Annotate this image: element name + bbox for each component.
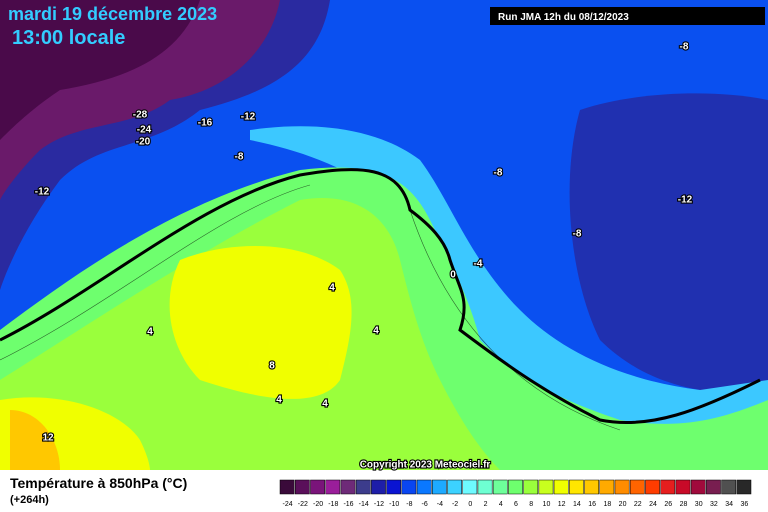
hot-south — [10, 410, 60, 470]
colorbar-label: 14 — [573, 501, 581, 508]
run-box — [490, 7, 765, 25]
contour-label: 8 — [269, 361, 275, 372]
colorbar-label: 12 — [558, 501, 566, 508]
colorbar-swatch — [401, 479, 417, 495]
contour-label: 4 — [147, 327, 153, 338]
colorbar-swatch — [523, 479, 539, 495]
colorbar-swatch — [447, 479, 462, 495]
colorbar-label: 36 — [740, 501, 748, 508]
colorbar-swatch — [325, 479, 341, 495]
map: -28 -24-20 -16 -12 -8 -12 -8 -8 -12 -8 -4 0 4 4 4 8 4 4 12… — [0, 0, 768, 472]
colorbar-swatch — [386, 479, 402, 495]
colorbar-label: 16 — [588, 501, 596, 508]
colorbar-label: 0 — [468, 501, 472, 508]
contour-labels: -28 -24-20 -16 -12 -8 -12 -8 -8 -12 -8 -4 0 4 4 4 8 4 4 12 — [34, 41, 694, 445]
zero-isotherm — [0, 168, 761, 425]
colorbar-label: -20 — [313, 501, 323, 508]
colorbar-label: -14 — [359, 501, 369, 508]
colorbar-label: 10 — [543, 501, 551, 508]
colorbar-swatch — [584, 479, 599, 495]
colorbar-swatch — [660, 479, 676, 495]
contour-label: 4 — [276, 395, 282, 406]
contour-label: -12 — [35, 187, 50, 198]
colorbar-swatch — [508, 479, 523, 495]
colorbar-swatch — [599, 479, 615, 495]
copyright: Copyright 2023 Meteociel.fr — [360, 460, 491, 471]
colorbar-swatch — [492, 479, 508, 495]
colorbar-swatch — [706, 479, 721, 495]
colorbar-label: 34 — [725, 501, 733, 508]
contour-label: -24 — [137, 125, 152, 136]
cyan-band — [250, 126, 768, 470]
colorbar-swatch — [675, 479, 691, 495]
colorbar-swatch — [736, 479, 752, 495]
warm-core — [169, 246, 352, 399]
colorbar-label: 26 — [664, 501, 672, 508]
colorbar-label: 22 — [634, 501, 642, 508]
colorbar-label: 18 — [603, 501, 611, 508]
legend-title: Température à 850hPa (°C) — [10, 475, 187, 491]
colorbar-swatch — [538, 479, 554, 495]
colorbar-label: 4 — [499, 501, 503, 508]
colorbar-swatch — [340, 479, 356, 495]
colorbar-swatch — [569, 479, 584, 495]
arctic-region — [0, 0, 200, 140]
contour-label: 4 — [322, 399, 328, 410]
contour-label: -8 — [235, 152, 244, 163]
contour-label: -16 — [198, 118, 213, 129]
colorbar-label: 24 — [649, 501, 657, 508]
contour-label: -8 — [573, 229, 582, 240]
colorbar-label: 30 — [695, 501, 703, 508]
contour-label: 4 — [373, 326, 379, 337]
colorbar-label: 2 — [484, 501, 488, 508]
colorbar-label: -2 — [452, 501, 458, 508]
colorbar-label: -8 — [406, 501, 412, 508]
colorbar-swatch — [355, 479, 371, 495]
colorbar-label: 28 — [680, 501, 688, 508]
colorbar-swatch — [294, 479, 310, 495]
colorbar-swatch — [553, 479, 569, 495]
continental-cold — [569, 93, 768, 393]
map-date: mardi 19 décembre 2023 — [8, 4, 217, 24]
colorbar-swatch — [416, 479, 432, 495]
colorbar-label: 32 — [710, 501, 718, 508]
contour-label: -20 — [136, 137, 151, 148]
lead-time: (+264h) — [10, 494, 49, 506]
colorbar-swatch — [477, 479, 493, 495]
colorbar-swatch — [432, 479, 447, 495]
colorbar: -24 -22 -20 -18 -16 -14 -12 -10 -8 -6 -4 -2 0 2 4 6 8 10 1… — [279, 479, 752, 508]
contour-label: -28 — [133, 110, 148, 121]
colorbar-label: -6 — [422, 501, 428, 508]
run-info: Run JMA 12h du 08/12/2023 — [498, 12, 629, 23]
colorbar-swatch — [462, 479, 478, 495]
colorbar-swatch — [721, 479, 737, 495]
colorbar-swatch — [310, 479, 325, 495]
colorbar-swatch — [690, 479, 706, 495]
contour-label: 4 — [329, 283, 335, 294]
contour-label: 12 — [42, 433, 54, 444]
map-time: 13:00 locale — [12, 27, 125, 49]
contour-label: -4 — [474, 259, 483, 270]
colorbar-swatch — [629, 479, 645, 495]
contour-label: -8 — [680, 42, 689, 53]
contour-label: -8 — [494, 168, 503, 179]
colorbar-swatch — [279, 479, 295, 495]
colorbar-label: -16 — [343, 501, 353, 508]
colorbar-label: -4 — [437, 501, 443, 508]
colorbar-label: 6 — [514, 501, 518, 508]
contour-label: -12 — [678, 195, 693, 206]
colorbar-label: -18 — [328, 501, 338, 508]
colorbar-label: 20 — [619, 501, 627, 508]
colorbar-label: 8 — [529, 501, 533, 508]
contour-label: -12 — [241, 112, 256, 123]
colorbar-swatch — [614, 479, 630, 495]
colorbar-label: -22 — [298, 501, 308, 508]
colorbar-label: -12 — [374, 501, 384, 508]
colorbar-label: -10 — [389, 501, 399, 508]
contour-label: 0 — [450, 270, 456, 281]
colorbar-label: -24 — [283, 501, 293, 508]
colorbar-swatch — [645, 479, 660, 495]
colorbar-swatch — [371, 479, 386, 495]
